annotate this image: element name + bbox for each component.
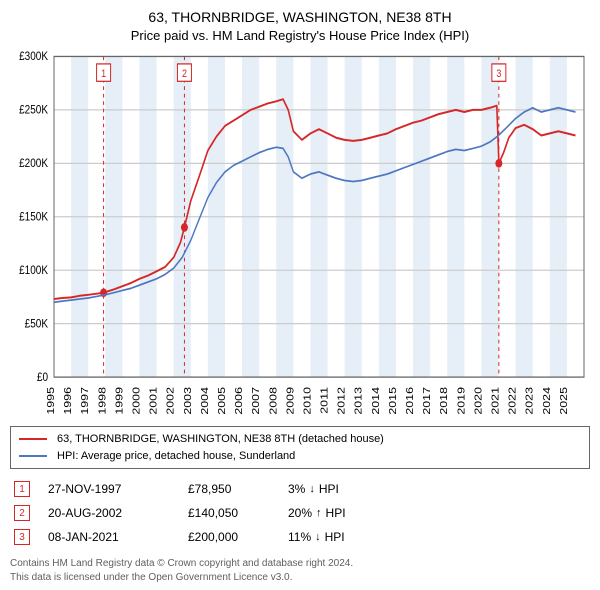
svg-text:2006: 2006 (234, 387, 245, 415)
marker-row: 2 20-AUG-2002£140,05020% ↑ HPI (10, 501, 590, 525)
svg-text:1998: 1998 (97, 387, 108, 415)
svg-text:2000: 2000 (132, 387, 143, 415)
marker-delta-pct: 20% (288, 506, 312, 520)
svg-text:1996: 1996 (63, 387, 74, 415)
svg-text:2004: 2004 (200, 387, 211, 415)
svg-text:2019: 2019 (456, 387, 467, 415)
svg-text:2012: 2012 (337, 387, 348, 415)
marker-delta-suffix: HPI (325, 530, 345, 544)
marker-price: £200,000 (188, 530, 288, 544)
svg-text:£50K: £50K (25, 318, 49, 331)
svg-text:2021: 2021 (491, 387, 502, 415)
svg-text:£0: £0 (37, 371, 48, 384)
legend-item: 63, THORNBRIDGE, WASHINGTON, NE38 8TH (d… (19, 431, 581, 448)
svg-text:2024: 2024 (542, 387, 553, 415)
svg-text:2020: 2020 (473, 387, 484, 415)
svg-text:1: 1 (101, 68, 106, 80)
marker-date: 20-AUG-2002 (48, 506, 188, 520)
svg-text:1995: 1995 (46, 387, 57, 415)
chart-svg: 1 2 3 £0 £50K £100K £150K £200K £250K £300K 1995 19… (10, 49, 590, 422)
svg-text:2017: 2017 (422, 387, 433, 415)
svg-text:2009: 2009 (285, 387, 296, 415)
legend: 63, THORNBRIDGE, WASHINGTON, NE38 8TH (d… (10, 426, 590, 469)
svg-text:2023: 2023 (525, 387, 536, 415)
chart-area: 1 2 3 £0 £50K £100K £150K £200K £250K £300K 1995 19… (10, 49, 590, 422)
svg-text:£100K: £100K (19, 264, 48, 277)
svg-text:1997: 1997 (80, 387, 91, 415)
svg-text:£250K: £250K (19, 104, 48, 117)
svg-text:£200K: £200K (19, 157, 48, 170)
title-block: 63, THORNBRIDGE, WASHINGTON, NE38 8TH Pr… (10, 8, 590, 43)
chart-subtitle: Price paid vs. HM Land Registry's House … (10, 28, 590, 43)
marker-badge: 3 (14, 529, 30, 545)
arrow-up-icon: ↑ (316, 507, 322, 519)
legend-item: HPI: Average price, detached house, Sund… (19, 448, 581, 465)
svg-text:2022: 2022 (508, 387, 519, 415)
marker-date: 27-NOV-1997 (48, 482, 188, 496)
footer-line-2: This data is licensed under the Open Gov… (10, 571, 590, 585)
arrow-down-icon: ↓ (315, 531, 321, 543)
marker-badge: 2 (14, 505, 30, 521)
marker-badge: 1 (14, 481, 30, 497)
svg-text:2018: 2018 (439, 387, 450, 415)
marker-delta-pct: 3% (288, 482, 305, 496)
legend-label: HPI: Average price, detached house, Sund… (57, 448, 295, 465)
marker-delta: 20% ↑ HPI (288, 506, 346, 520)
marker-date: 08-JAN-2021 (48, 530, 188, 544)
legend-swatch (19, 455, 47, 457)
svg-text:2011: 2011 (320, 387, 331, 414)
footer: Contains HM Land Registry data © Crown c… (10, 557, 590, 584)
svg-text:2015: 2015 (388, 387, 399, 415)
svg-text:2010: 2010 (302, 387, 313, 415)
svg-text:2008: 2008 (268, 387, 279, 415)
marker-delta-suffix: HPI (319, 482, 339, 496)
marker-delta-pct: 11% (288, 530, 311, 544)
marker-price: £78,950 (188, 482, 288, 496)
svg-text:2003: 2003 (183, 387, 194, 415)
legend-label: 63, THORNBRIDGE, WASHINGTON, NE38 8TH (d… (57, 431, 384, 448)
svg-text:3: 3 (496, 68, 501, 80)
svg-text:2016: 2016 (405, 387, 416, 415)
marker-delta: 11% ↓ HPI (288, 530, 345, 544)
footer-line-1: Contains HM Land Registry data © Crown c… (10, 557, 590, 571)
markers-table: 1 27-NOV-1997£78,9503% ↓ HPI 2 20-AUG-2002£14… (10, 477, 590, 549)
marker-row: 3 08-JAN-2021£200,00011% ↓ HPI (10, 525, 590, 549)
svg-text:2014: 2014 (371, 387, 382, 415)
legend-swatch (19, 438, 47, 440)
svg-text:2013: 2013 (354, 387, 365, 415)
marker-price: £140,050 (188, 506, 288, 520)
marker-row: 1 27-NOV-1997£78,9503% ↓ HPI (10, 477, 590, 501)
svg-text:2007: 2007 (251, 387, 262, 415)
svg-text:2025: 2025 (559, 387, 570, 415)
svg-text:£300K: £300K (19, 50, 48, 63)
svg-text:2: 2 (182, 68, 187, 80)
chart-title: 63, THORNBRIDGE, WASHINGTON, NE38 8TH (10, 8, 590, 26)
svg-text:1999: 1999 (114, 387, 125, 415)
svg-text:2005: 2005 (217, 387, 228, 415)
svg-text:2001: 2001 (149, 387, 160, 415)
svg-text:£150K: £150K (19, 211, 48, 224)
marker-delta: 3% ↓ HPI (288, 482, 339, 496)
marker-delta-suffix: HPI (326, 506, 346, 520)
svg-text:2002: 2002 (166, 387, 177, 415)
arrow-down-icon: ↓ (309, 483, 315, 495)
